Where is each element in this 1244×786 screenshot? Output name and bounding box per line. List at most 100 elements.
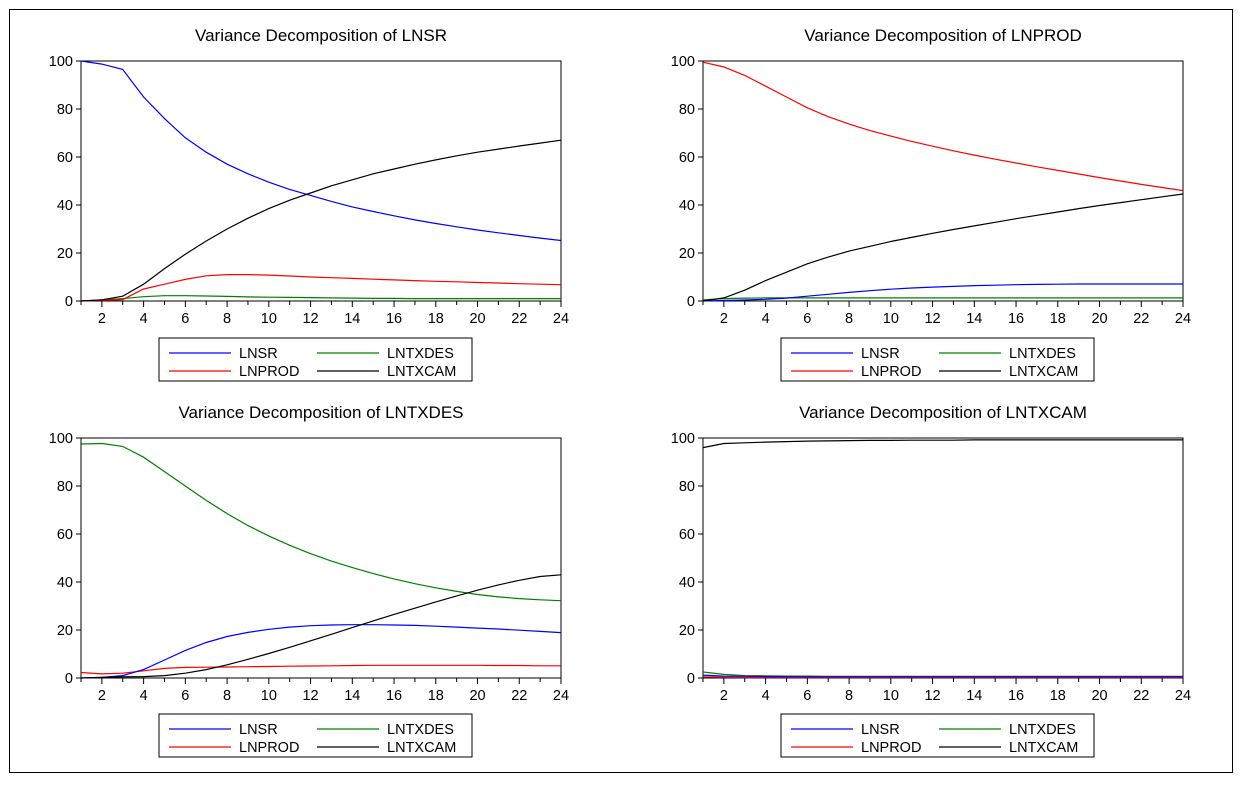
legend-label-lnsr: LNSR xyxy=(239,346,278,362)
y-tick-label: 100 xyxy=(671,431,695,447)
legend-label-lntxcam: LNTXCAM xyxy=(387,364,456,380)
legend-label-lntxdes: LNTXDES xyxy=(1009,346,1076,362)
legend-box xyxy=(158,713,473,758)
plot-area xyxy=(80,60,562,302)
y-tick-label: 0 xyxy=(687,294,695,310)
x-tick-label: 22 xyxy=(511,688,527,704)
legend-label-lnsr: LNSR xyxy=(239,722,278,738)
legend-box xyxy=(780,713,1095,758)
y-tick-label: 40 xyxy=(57,198,73,214)
series-line-lnprod xyxy=(80,664,561,675)
legend-label-lntxcam: LNTXCAM xyxy=(387,740,456,756)
plot-area xyxy=(702,60,1184,302)
x-tick-label: 24 xyxy=(1175,688,1191,704)
legend-label-lntxcam: LNTXCAM xyxy=(1009,740,1078,756)
chart-legend: LNSR LNTXDES LNPROD LNTXCAM xyxy=(158,337,473,382)
x-tick-label: 22 xyxy=(1133,311,1149,327)
x-tick-label: 4 xyxy=(140,688,148,704)
x-tick-label: 20 xyxy=(469,688,485,704)
x-tick-label: 2 xyxy=(98,688,106,704)
y-tick-label: 0 xyxy=(65,671,73,687)
legend-label-lntxdes: LNTXDES xyxy=(387,722,454,738)
y-tick-label: 100 xyxy=(671,54,695,70)
x-tick-label: 14 xyxy=(966,311,982,327)
legend-label-lntxdes: LNTXDES xyxy=(1009,722,1076,738)
y-tick-label: 20 xyxy=(679,623,695,639)
x-tick-label: 12 xyxy=(302,688,318,704)
legend-label-lnsr: LNSR xyxy=(861,722,900,738)
y-tick-label: 100 xyxy=(49,431,73,447)
legend-label-lnprod: LNPROD xyxy=(239,740,299,756)
x-tick-label: 14 xyxy=(344,688,360,704)
x-tick-label: 24 xyxy=(553,311,569,327)
x-tick-label: 2 xyxy=(720,688,728,704)
x-tick-label: 10 xyxy=(261,311,277,327)
x-tick-label: 22 xyxy=(1133,688,1149,704)
chart-title: Variance Decomposition of LNTXDES xyxy=(178,403,463,422)
series-line-lnprod xyxy=(80,274,562,302)
x-tick-label: 10 xyxy=(883,688,899,704)
x-tick-label: 18 xyxy=(1050,688,1066,704)
chart-legend: LNSR LNTXDES LNPROD LNTXCAM xyxy=(780,337,1095,382)
chart-title: Variance Decomposition of LNTXCAM xyxy=(799,403,1087,422)
figure-frame xyxy=(9,9,1233,773)
x-tick-label: 16 xyxy=(1008,311,1024,327)
legend-box xyxy=(780,337,1095,382)
series-line-lnsr xyxy=(702,674,1183,678)
chart-panel-2: Variance Decomposition of LNPROD 0 20 40 60 8… xyxy=(671,26,1191,382)
chart-panel-4: Variance Decomposition of LNTXCAM 0 20 40 60… xyxy=(671,403,1191,758)
x-tick-label: 20 xyxy=(469,311,485,327)
y-tick-label: 40 xyxy=(679,575,695,591)
series-line-lntxcam xyxy=(702,439,1183,449)
x-tick-label: 24 xyxy=(1175,311,1191,327)
x-tick-label: 8 xyxy=(223,688,231,704)
y-tick-label: 60 xyxy=(679,527,695,543)
x-tick-label: 18 xyxy=(1050,311,1066,327)
x-tick-label: 16 xyxy=(386,311,402,327)
series-line-lntxcam xyxy=(702,193,1184,302)
plot-area xyxy=(702,437,1184,679)
series-line-lntxdes xyxy=(702,671,1183,677)
x-tick-label: 12 xyxy=(924,311,940,327)
series-line-lntxdes xyxy=(80,295,561,302)
y-tick-label: 80 xyxy=(679,479,695,495)
series-line-lntxcam xyxy=(80,139,562,302)
x-tick-label: 4 xyxy=(762,311,770,327)
y-tick-label: 60 xyxy=(57,527,73,543)
y-tick-label: 80 xyxy=(57,102,73,118)
x-tick-label: 10 xyxy=(883,311,899,327)
chart-panel-1: Variance Decomposition of LNSR 0 20 40 60 80 1… xyxy=(49,26,569,382)
y-tick-label: 40 xyxy=(679,198,695,214)
series-line-lnsr xyxy=(80,60,562,242)
legend-label-lntxdes: LNTXDES xyxy=(387,346,454,362)
plot-area xyxy=(80,437,562,679)
x-tick-label: 14 xyxy=(966,688,982,704)
series-line-lnprod xyxy=(702,676,1183,679)
y-tick-label: 80 xyxy=(57,479,73,495)
x-tick-label: 20 xyxy=(1091,688,1107,704)
x-tick-label: 6 xyxy=(803,311,811,327)
series-line-lnprod xyxy=(702,61,1184,192)
chart-legend: LNSR LNTXDES LNPROD LNTXCAM xyxy=(780,713,1095,758)
legend-label-lnsr: LNSR xyxy=(861,346,900,362)
legend-label-lnprod: LNPROD xyxy=(861,740,921,756)
x-tick-label: 6 xyxy=(803,688,811,704)
series-line-lntxcam xyxy=(80,574,562,679)
series-line-lnsr xyxy=(80,624,562,679)
legend-label-lnprod: LNPROD xyxy=(239,364,299,380)
x-tick-label: 18 xyxy=(428,311,444,327)
x-tick-label: 10 xyxy=(261,688,277,704)
y-tick-label: 20 xyxy=(57,623,73,639)
chart-title: Variance Decomposition of LNPROD xyxy=(804,26,1081,45)
x-tick-label: 8 xyxy=(845,688,853,704)
legend-label-lntxcam: LNTXCAM xyxy=(1009,364,1078,380)
y-tick-label: 0 xyxy=(687,671,695,687)
x-tick-label: 14 xyxy=(344,311,360,327)
chart-title: Variance Decomposition of LNSR xyxy=(195,26,447,45)
chart-panel-3: Variance Decomposition of LNTXDES 0 20 40 60… xyxy=(49,403,569,758)
chart-legend: LNSR LNTXDES LNPROD LNTXCAM xyxy=(158,713,473,758)
x-tick-label: 22 xyxy=(511,311,527,327)
x-tick-label: 18 xyxy=(428,688,444,704)
x-tick-label: 4 xyxy=(140,311,148,327)
